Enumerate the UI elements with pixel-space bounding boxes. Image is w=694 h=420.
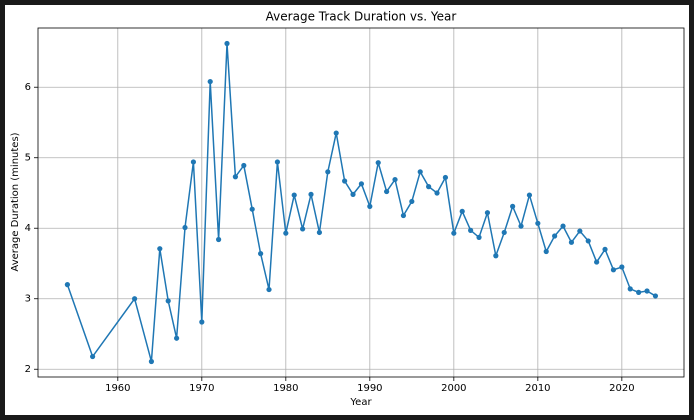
data-point	[308, 191, 314, 197]
x-tick-label: 1990	[357, 383, 382, 394]
data-point	[367, 203, 373, 209]
x-tick-label: 2020	[609, 383, 634, 394]
data-point	[476, 234, 482, 240]
data-point	[535, 220, 541, 226]
data-point	[468, 227, 474, 233]
figure-background	[5, 5, 689, 415]
data-point	[459, 208, 465, 214]
data-point	[174, 335, 180, 341]
data-point	[325, 169, 331, 175]
data-point	[90, 353, 96, 360]
y-axis-label: Average Duration (minutes)	[10, 132, 21, 271]
data-point	[552, 233, 558, 239]
data-point	[384, 188, 390, 195]
data-point	[442, 174, 449, 181]
data-point	[560, 223, 566, 229]
data-point	[619, 264, 625, 270]
data-point	[602, 246, 608, 252]
data-point	[577, 228, 583, 234]
data-point	[316, 229, 323, 236]
data-point	[358, 181, 365, 187]
data-point	[249, 206, 255, 212]
y-tick-label: 4	[25, 223, 31, 234]
data-point	[644, 288, 650, 294]
data-line	[66, 43, 656, 362]
data-point	[510, 203, 516, 209]
data-point	[636, 289, 642, 295]
x-axis-label: Year	[349, 397, 372, 408]
data-point	[493, 253, 499, 259]
data-point	[148, 358, 155, 365]
data-point	[333, 130, 339, 136]
data-point	[417, 169, 423, 175]
data-point	[132, 296, 138, 302]
data-point	[484, 210, 491, 216]
data-point	[224, 40, 230, 47]
y-tick-label: 2	[25, 364, 31, 375]
data-point	[342, 178, 348, 184]
data-point	[241, 162, 247, 169]
data-point	[392, 176, 398, 183]
data-point	[350, 191, 356, 197]
x-tick-label: 1970	[189, 383, 214, 394]
data-point	[409, 198, 415, 205]
data-point	[610, 267, 617, 273]
data-point	[652, 293, 659, 299]
data-point	[426, 184, 432, 190]
data-point	[451, 230, 457, 236]
data-point	[543, 248, 549, 255]
data-point	[375, 160, 381, 166]
y-tick-label: 3	[25, 294, 31, 305]
data-point	[258, 251, 264, 257]
data-point	[568, 239, 575, 245]
data-point	[182, 224, 188, 231]
data-point	[300, 226, 306, 232]
data-point	[594, 259, 600, 265]
x-tick-label: 1960	[105, 383, 130, 394]
chart-title: Average Track Duration vs. Year	[266, 10, 457, 24]
data-point	[434, 190, 440, 196]
data-point	[216, 236, 222, 243]
data-point	[518, 223, 524, 229]
data-point	[283, 230, 289, 236]
data-point	[232, 174, 239, 180]
data-point	[266, 286, 272, 293]
x-tick-label: 1980	[273, 383, 298, 394]
data-point	[157, 246, 163, 252]
data-point	[165, 298, 171, 304]
data-point	[274, 159, 281, 165]
plot-frame	[37, 27, 685, 378]
x-tick-label: 2010	[525, 383, 550, 394]
data-point	[526, 192, 533, 198]
data-point	[64, 282, 71, 288]
y-tick-label: 6	[25, 82, 31, 93]
data-point	[627, 286, 633, 292]
y-tick-label: 5	[25, 153, 31, 164]
data-point	[199, 319, 205, 325]
data-point	[501, 229, 507, 236]
data-point	[190, 159, 197, 165]
x-tick-label: 2000	[441, 383, 466, 394]
data-point	[400, 212, 407, 219]
data-point	[207, 78, 213, 85]
data-point	[291, 192, 297, 198]
data-point	[585, 238, 591, 244]
